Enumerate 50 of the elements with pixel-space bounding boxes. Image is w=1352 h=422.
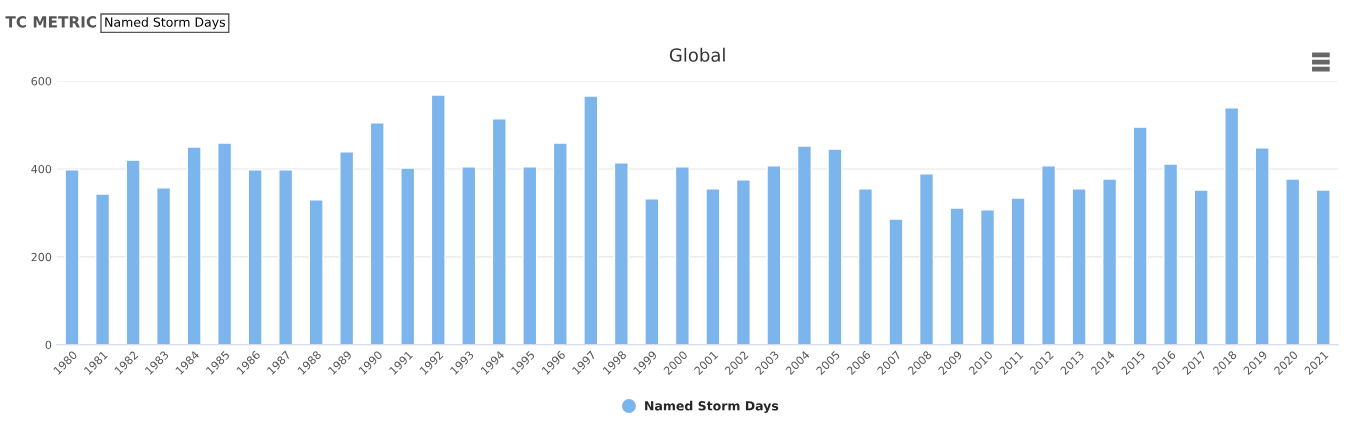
text: Named Storm Days	[105, 17, 226, 30]
bar	[217, 142, 233, 345]
bar	[674, 166, 690, 345]
bar	[1254, 147, 1270, 345]
bar	[94, 193, 111, 345]
bar	[796, 145, 813, 345]
bar	[735, 179, 751, 345]
chart-title: Global	[669, 47, 725, 62]
bar	[491, 118, 507, 345]
bar	[1163, 163, 1179, 345]
text: TC METRIC	[5, 16, 97, 28]
bar	[308, 199, 324, 345]
bar	[705, 188, 721, 345]
bar	[979, 209, 996, 345]
bar	[1102, 178, 1118, 345]
bar	[1132, 126, 1148, 345]
legend-label: Named Storm Days	[645, 400, 779, 414]
bar	[1193, 189, 1209, 345]
y-tick-label: 0	[45, 340, 52, 350]
bar	[247, 169, 263, 345]
bar	[339, 151, 355, 345]
y-tick-label: 600	[31, 77, 52, 86]
bar	[1071, 188, 1087, 345]
bar	[186, 146, 202, 345]
bar	[1285, 178, 1301, 345]
bar	[613, 162, 629, 345]
bar	[1010, 197, 1026, 345]
bar	[461, 166, 477, 345]
bar	[400, 167, 416, 345]
bar	[857, 188, 874, 345]
bar	[369, 122, 385, 345]
bar	[430, 94, 446, 345]
bar	[156, 187, 172, 345]
y-tick-label: 400	[31, 164, 52, 174]
bar	[918, 173, 935, 345]
bar	[766, 165, 782, 345]
bar	[888, 218, 904, 345]
bar	[827, 148, 843, 345]
bar	[1041, 165, 1057, 345]
bar	[64, 169, 80, 345]
bar	[522, 166, 538, 345]
bar	[644, 198, 660, 345]
bar	[949, 207, 965, 345]
bar	[278, 169, 294, 345]
bar	[1315, 189, 1331, 345]
bar	[125, 159, 141, 345]
bar	[552, 142, 568, 345]
y-tick-label: 200	[31, 252, 52, 262]
bar	[583, 95, 599, 345]
bar	[1224, 107, 1240, 345]
